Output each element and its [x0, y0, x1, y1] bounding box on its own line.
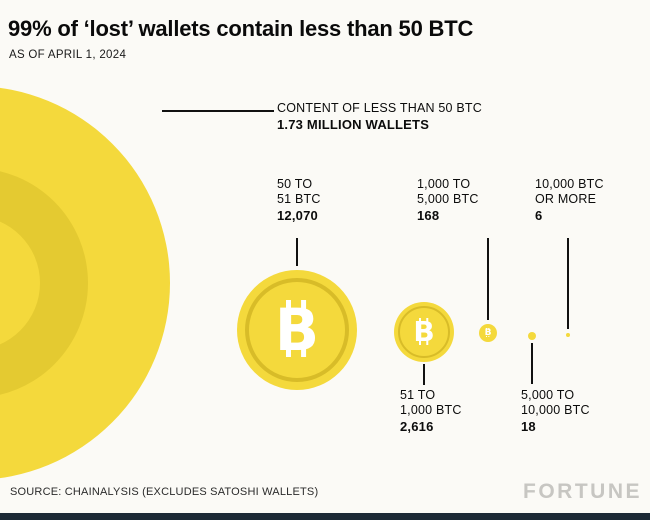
annotation-5000-10000-line2: 10,000 BTC: [521, 403, 590, 417]
bitcoin-letter: B: [484, 327, 492, 338]
annotation-50-51: 50 TO 51 BTC 12,070: [277, 177, 321, 223]
annotation-50-51-line1: 50 TO: [277, 177, 313, 191]
connector-51-1000: [423, 364, 425, 385]
bitcoin-icon: B: [237, 270, 357, 390]
bitcoin-icon: B: [394, 302, 454, 362]
coin-10000-plus: [566, 333, 570, 337]
annotation-51-1000-line1: 51 TO: [400, 388, 436, 402]
connector-5000-10000: [531, 343, 533, 384]
fortune-logo: FORTUNE: [523, 480, 642, 503]
footer-bar: [0, 513, 650, 520]
annotation-1000-5000: 1,000 TO 5,000 BTC 168: [417, 177, 479, 223]
bitcoin-letter: B: [274, 296, 320, 364]
annotation-50-51-value: 12,070: [277, 208, 318, 223]
annotation-10000-plus: 10,000 BTC OR MORE 6: [535, 177, 604, 223]
annotation-5000-10000: 5,000 TO 10,000 BTC 18: [521, 388, 590, 434]
coin-50-51: B: [237, 270, 357, 390]
coin-51-1000-ring: [398, 306, 450, 358]
annotation-51-1000-line2: 1,000 BTC: [400, 403, 462, 417]
annotation-5000-10000-value: 18: [521, 419, 536, 434]
annotation-lt50-value: 1.73 MILLION WALLETS: [277, 117, 430, 132]
coin-50-51-ring: [245, 278, 349, 382]
bitcoin-icon: B: [479, 324, 497, 342]
annotation-lt50-text: CONTENT OF LESS THAN 50 BTC: [277, 101, 482, 115]
source-note: SOURCE: CHAINALYSIS (EXCLUDES SATOSHI WA…: [10, 486, 319, 498]
coin-1000-5000: B: [479, 324, 497, 342]
annotation-10000-plus-value: 6: [535, 208, 543, 223]
annotation-1000-5000-value: 168: [417, 208, 440, 223]
coin-5000-10000: [528, 332, 536, 340]
chart-subtitle: AS OF APRIL 1, 2024: [9, 49, 127, 61]
annotation-1000-5000-line1: 1,000 TO: [417, 177, 471, 191]
connector-10000-plus: [567, 238, 569, 329]
bitcoin-letter: B: [413, 315, 435, 348]
annotation-1000-5000-line2: 5,000 BTC: [417, 192, 479, 206]
annotation-50-51-line2: 51 BTC: [277, 192, 321, 206]
annotation-10000-plus-line2: OR MORE: [535, 192, 597, 206]
chart-title: 99% of ‘lost’ wallets contain less than …: [8, 16, 474, 41]
annotation-lt50: CONTENT OF LESS THAN 50 BTC 1.73 MILLION…: [277, 101, 482, 132]
connector-1000-5000: [487, 238, 489, 320]
connector-lt50: [162, 110, 274, 112]
coin-51-1000: B: [394, 302, 454, 362]
annotation-10000-plus-line1: 10,000 BTC: [535, 177, 604, 191]
annotation-51-1000: 51 TO 1,000 BTC 2,616: [400, 388, 462, 434]
connector-50-51: [296, 238, 298, 266]
annotation-51-1000-value: 2,616: [400, 419, 434, 434]
annotation-5000-10000-line1: 5,000 TO: [521, 388, 575, 402]
